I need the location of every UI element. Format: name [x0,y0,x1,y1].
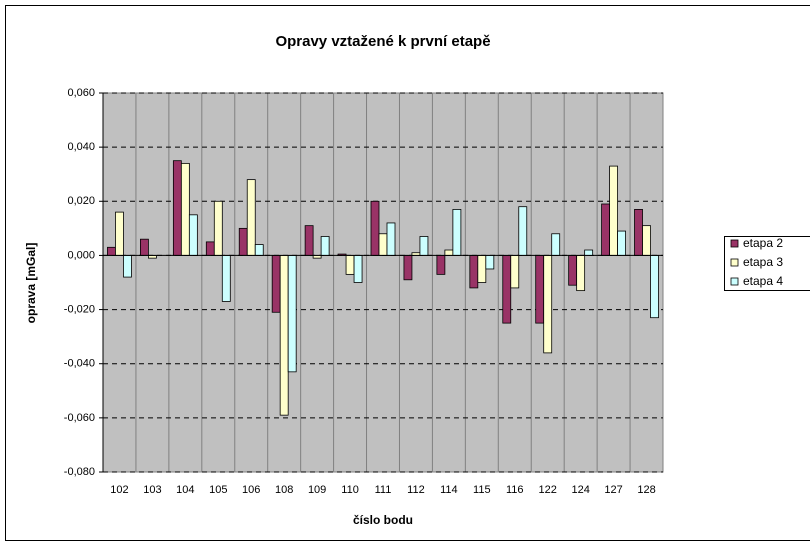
y-tick-label: -0,040 [64,358,95,370]
bar [320,236,330,256]
bar [609,165,618,256]
x-tick-label: 115 [473,484,491,496]
bar [188,214,198,256]
x-tick-label: 127 [604,484,622,496]
bar [485,255,495,270]
bar [107,246,116,256]
x-tick-label: 104 [176,484,194,496]
x-tick-label: 114 [440,484,458,496]
bar [213,200,223,256]
bar [172,160,182,256]
x-tick-label: 111 [375,484,392,496]
bar [551,233,561,256]
x-tick-label: 122 [539,484,557,496]
bar [246,179,256,256]
x-tick-label: 102 [110,484,128,496]
x-tick-label: 103 [143,484,161,496]
bar [642,225,651,256]
bar [650,255,659,319]
bar [287,255,297,373]
bar [370,200,380,256]
bar [419,236,429,256]
bar [353,255,363,283]
bar [205,241,215,256]
x-tick-label: 112 [407,484,425,496]
bar [345,255,355,275]
chart-title: Opravy vztažené k první etapě [275,33,490,50]
legend-box [724,236,810,291]
bar [304,225,314,256]
x-tick-label: 116 [506,484,524,496]
bar [180,162,190,256]
legend-swatch [730,258,739,267]
bar [436,255,446,275]
x-tick-label: 110 [341,484,359,496]
y-tick-label: -0,080 [64,466,95,478]
legend-swatch [730,277,739,286]
legend-label: etapa 3 [743,255,783,269]
y-tick-label: 0,040 [67,141,95,153]
bar [221,255,231,302]
bar [140,238,149,256]
bar [576,255,586,292]
bar [403,255,413,281]
legend-label: etapa 2 [743,236,783,250]
x-tick-label: 109 [308,484,326,496]
bar [452,209,462,256]
bar [378,233,388,256]
bar [254,244,264,256]
bar [115,211,124,256]
x-axis-title: číslo bodu [353,513,413,527]
bar [469,255,479,289]
y-tick-label: 0,020 [67,195,95,207]
bar [477,255,487,283]
y-tick-label: 0,060 [67,87,95,99]
bar [386,222,396,256]
x-tick-label: 108 [275,484,293,496]
x-tick-label: 124 [571,484,589,496]
bar [535,255,545,324]
x-tick-label: 128 [637,484,655,496]
bar [568,255,578,286]
bar [584,249,594,256]
x-tick-label: 105 [209,484,227,496]
bar [510,255,520,289]
legend-label: etapa 4 [743,274,783,288]
bar [543,255,553,354]
bar [271,255,281,313]
bar [123,255,132,278]
bar [444,249,454,256]
bar [279,255,289,416]
bar [617,230,626,256]
bar [238,227,248,256]
bar [634,209,643,256]
y-tick-label: -0,060 [64,412,95,424]
bar [518,206,528,256]
bar [502,255,512,324]
y-axis-title: oprava [mGal] [24,243,38,324]
y-tick-label: -0,020 [64,303,95,315]
bar [601,203,610,256]
x-tick-label: 106 [242,484,260,496]
y-tick-label: 0,000 [67,249,95,261]
legend-swatch [730,239,739,248]
